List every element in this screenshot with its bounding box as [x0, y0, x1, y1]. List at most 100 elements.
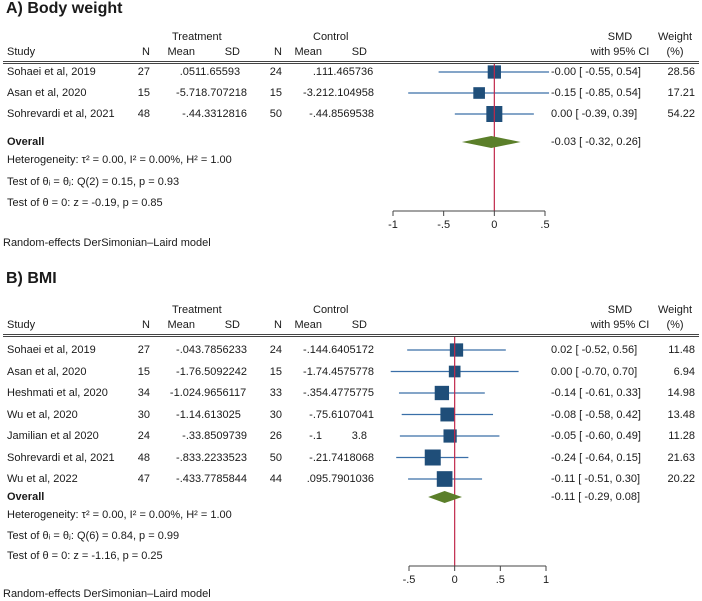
- table-cell: 48: [137, 108, 150, 120]
- table-cell: -.3: [182, 430, 195, 442]
- table-cell: -0.11 [ -0.51, 0.30]: [551, 473, 641, 485]
- table-cell: 11.465736: [322, 66, 374, 78]
- study-name: Sohaei et al, 2019: [7, 66, 96, 78]
- table-cell: 15: [269, 365, 282, 378]
- overall-ci: -0.03 [ -0.32, 0.26]: [551, 136, 641, 148]
- table-cell: 15: [137, 365, 150, 378]
- overall-label: Overall: [7, 491, 45, 503]
- heterogeneity: Heterogeneity: τ² = 0.00, I² = 0.00%, H²…: [7, 154, 232, 166]
- study-marker: [443, 429, 457, 443]
- table-cell: 0.00 [ -0.39, 0.39]: [551, 108, 638, 120]
- table-cell: 6.94: [673, 365, 695, 378]
- table-cell: 44: [269, 473, 282, 485]
- table-cell: 17.21: [667, 87, 695, 99]
- table-cell: -0.15 [ -0.85, 0.54]: [551, 87, 641, 99]
- study-name: Asan et al, 2020: [7, 87, 87, 99]
- weight-pct-header: (%): [666, 319, 684, 331]
- table-cell: 3.2233523: [195, 451, 247, 464]
- table-cell: 4.4775775: [322, 387, 374, 399]
- table-cell: 15: [269, 87, 282, 99]
- forest-plot: -1 -.5 0 .5: [388, 64, 550, 231]
- table-cell: -1.1: [176, 408, 195, 421]
- study-name: Sohrevardi et al, 2021: [7, 451, 115, 464]
- table-cell: 3.7785844: [195, 473, 247, 485]
- table-cell: 50: [269, 108, 282, 120]
- study-name: Wu et al, 2020: [7, 408, 78, 421]
- table-cell: 26: [269, 430, 282, 442]
- table-cell: -1.7: [303, 365, 322, 378]
- table-cell: -0.14 [ -0.61, 0.33]: [551, 387, 641, 399]
- table-cell: -5.7: [176, 87, 195, 99]
- tick-label: 0: [452, 574, 458, 586]
- study-marker: [434, 385, 450, 401]
- table-cell: -1.7: [176, 365, 195, 378]
- weight-header: Weight: [657, 304, 693, 316]
- study-header: Study: [7, 46, 36, 58]
- table-cell: 24: [269, 344, 282, 356]
- table-cell: 27: [137, 344, 150, 356]
- overall-diamond: [428, 491, 462, 503]
- forest-plot: -.5 0 .5 1: [390, 337, 549, 586]
- table-cell: 4.6405172: [322, 344, 374, 356]
- control-header: Control: [313, 31, 349, 43]
- t-mean-header: Mean: [167, 319, 195, 331]
- study-marker: [440, 407, 455, 422]
- c-sd-header: SD: [351, 319, 367, 331]
- table-cell: 4.3312816: [195, 108, 247, 120]
- table-cell: 4.9656117: [195, 387, 247, 399]
- c-sd-header: SD: [351, 46, 367, 58]
- table-cell: 11.48: [668, 344, 695, 356]
- overall-diamond: [461, 136, 521, 148]
- table-cell: 50: [269, 451, 282, 464]
- table-cell: 4.4575778: [322, 365, 374, 378]
- tick-label: .5: [540, 219, 549, 231]
- table-cell: 5.6107041: [322, 408, 374, 421]
- test-zero: Test of θ = 0: z = -0.19, p = 0.85: [7, 197, 163, 209]
- table-cell: 21.63: [667, 451, 695, 464]
- table-cell: -.2: [309, 451, 322, 464]
- overall-label: Overall: [7, 136, 45, 148]
- table-cell: 4.8569538: [322, 108, 374, 120]
- table-cell: -.83: [176, 451, 195, 464]
- table-cell: 34: [137, 387, 150, 399]
- t-sd-header: SD: [224, 319, 240, 331]
- table-cell: -3.2: [303, 87, 322, 99]
- table-cell: 20.22: [667, 473, 695, 485]
- control-header: Control: [313, 304, 349, 316]
- table-cell: .1: [312, 66, 322, 78]
- table-cell: 11.65593: [195, 66, 241, 78]
- table-cell: 3.8: [351, 430, 367, 442]
- table-cell: -0.00 [ -0.55, 0.54]: [551, 66, 641, 78]
- model-note: Random-effects DerSimonian–Laird model: [3, 237, 211, 249]
- c-n-header: N: [274, 319, 282, 331]
- table-cell: -.4: [182, 108, 195, 120]
- table-cell: 4.613025: [195, 408, 241, 421]
- tick-label: -.5: [403, 574, 416, 586]
- table-cell: -1.02: [169, 387, 195, 399]
- tick-label: -1: [388, 219, 398, 231]
- study-marker: [449, 343, 464, 357]
- weight-header: Weight: [657, 31, 693, 43]
- t-n-header: N: [142, 319, 150, 331]
- table-cell: 48: [137, 451, 150, 464]
- table-cell: 54.22: [667, 108, 695, 120]
- table-cell: -0.05 [ -0.60, 0.49]: [551, 430, 641, 442]
- tick-label: -.5: [437, 219, 450, 231]
- table-cell: -.43: [176, 473, 195, 485]
- table-cell: -0.24 [ -0.64, 0.15]: [551, 451, 641, 464]
- study-name: Heshmati et al, 2020: [7, 387, 108, 399]
- t-mean-header: Mean: [167, 46, 195, 58]
- table-cell: 5.7901036: [322, 473, 374, 485]
- weight-pct-header: (%): [666, 46, 684, 58]
- study-header: Study: [7, 319, 36, 331]
- table-cell: 30: [269, 408, 282, 421]
- table-cell: 18.707218: [195, 87, 247, 99]
- t-sd-header: SD: [224, 46, 240, 58]
- heterogeneity: Heterogeneity: τ² = 0.00, I² = 0.00%, H²…: [7, 509, 232, 521]
- table-cell: -.35: [303, 387, 322, 399]
- table-cell: 0.02 [ -0.52, 0.56]: [551, 344, 638, 356]
- tick-label: 1: [543, 574, 549, 586]
- panel-bmi: B) BMI Treatment Control SMD Weight Stud…: [0, 268, 702, 601]
- table-cell: 27: [137, 66, 150, 78]
- table-cell: 1.7418068: [322, 451, 374, 464]
